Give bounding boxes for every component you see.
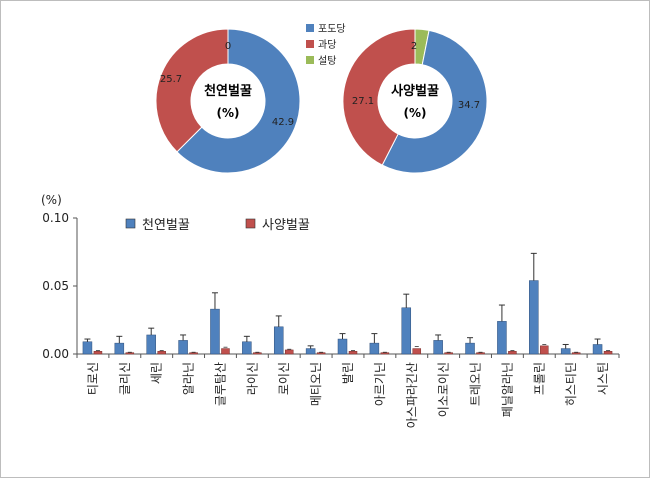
y-tick-label: 0.00	[42, 347, 69, 361]
x-tick-label: 발린	[341, 362, 355, 384]
bar-natural-honey	[529, 280, 539, 355]
bar-natural-honey	[146, 334, 156, 355]
legend-swatch	[125, 218, 136, 229]
x-tick-label: 글루탐산	[213, 362, 227, 406]
bar-natural-honey	[178, 340, 188, 355]
slice-value-label: 2	[411, 41, 417, 52]
bar-feed-honey	[571, 352, 581, 355]
bar-natural-honey	[592, 344, 603, 355]
bar-natural-honey	[305, 348, 316, 355]
y-tick-label: 0.05	[42, 279, 69, 293]
bar-feed-honey	[412, 348, 422, 355]
x-tick-label: 티로신	[86, 362, 100, 395]
legend-label: 사양벌꿀	[262, 218, 310, 233]
bar-feed-honey	[189, 352, 198, 355]
bar-natural-honey	[560, 348, 571, 355]
pie-slice	[176, 28, 301, 174]
x-tick-label: 아르기닌	[373, 362, 387, 406]
x-tick-label: 글리신	[118, 362, 132, 395]
legend-label: 과당	[318, 39, 336, 51]
bar-natural-honey	[82, 341, 93, 355]
bar-feed-honey	[508, 351, 517, 355]
legend-swatch	[306, 40, 314, 48]
legend-label: 포도당	[318, 23, 346, 35]
bar-natural-honey	[433, 340, 443, 355]
legend-swatch	[245, 218, 256, 229]
legend-swatch	[306, 24, 314, 32]
legend-label: 천연벌꿀	[142, 218, 190, 233]
legend-label: 설탕	[318, 55, 336, 67]
bar-natural-honey	[242, 341, 252, 355]
x-tick-label: 메티오닌	[309, 362, 323, 406]
bar-natural-honey	[273, 326, 284, 355]
bar-feed-honey	[125, 352, 135, 355]
x-tick-label: 시스틴	[596, 362, 610, 395]
x-tick-label: 페닐알라닌	[500, 362, 514, 417]
x-tick-label: 라이신	[245, 362, 259, 395]
pie-slice	[155, 28, 229, 153]
bar-natural-honey	[210, 308, 220, 355]
bar-natural-honey	[114, 342, 125, 355]
pie-unit: (%)	[217, 106, 240, 120]
bar-natural-honey	[369, 342, 380, 355]
bar-feed-honey	[221, 348, 230, 355]
slice-value-label: 25.7	[160, 74, 182, 85]
y-tick-label: 0.10	[42, 211, 69, 225]
x-tick-label: 알라닌	[182, 362, 196, 395]
x-tick-label: 이소로이신	[437, 362, 451, 417]
x-tick-label: 히스티딘	[564, 362, 578, 406]
pie-slice	[342, 28, 416, 166]
pie-chart-natural-honey: 42.9 25.7 0 천연벌꿀 (%)	[155, 28, 301, 174]
bar-feed-honey	[284, 349, 294, 355]
bar-feed-honey	[444, 352, 453, 355]
pie-chart-feed-honey: 34.7 27.1 2 사양벌꿀 (%)	[342, 28, 488, 174]
pie-unit: (%)	[404, 106, 427, 120]
x-tick-label: 프롤린	[532, 362, 546, 395]
legend-swatch	[306, 56, 314, 64]
x-tick-label: 트레오닌	[469, 362, 483, 406]
bar-natural-honey	[401, 307, 412, 355]
bar-feed-honey	[316, 352, 326, 355]
pie-slice	[381, 29, 488, 174]
bar-feed-honey	[348, 351, 358, 355]
x-tick-label: 로이신	[277, 362, 291, 395]
bar-feed-honey	[540, 345, 549, 355]
pie-title: 천연벌꿀	[204, 84, 252, 99]
x-tick-label: 세린	[150, 362, 164, 384]
bar-feed-honey	[476, 352, 485, 355]
bar-feed-honey	[380, 352, 390, 355]
bar-feed-honey	[603, 351, 613, 355]
pie-title: 사양벌꿀	[391, 83, 439, 99]
slice-value-label: 27.1	[352, 96, 374, 107]
slice-value-label: 34.7	[458, 100, 480, 111]
slice-value-label: 42.9	[272, 117, 294, 128]
slice-value-label: 0	[225, 41, 231, 52]
bar-feed-honey	[253, 352, 262, 355]
bar-feed-honey	[93, 351, 103, 355]
bar-natural-honey	[337, 338, 348, 355]
bar-natural-honey	[497, 321, 507, 355]
y-axis-label: (%)	[41, 193, 62, 207]
bar-feed-honey	[157, 351, 166, 355]
x-tick-label: 아스파라긴산	[405, 362, 419, 428]
bar-natural-honey	[465, 342, 475, 355]
